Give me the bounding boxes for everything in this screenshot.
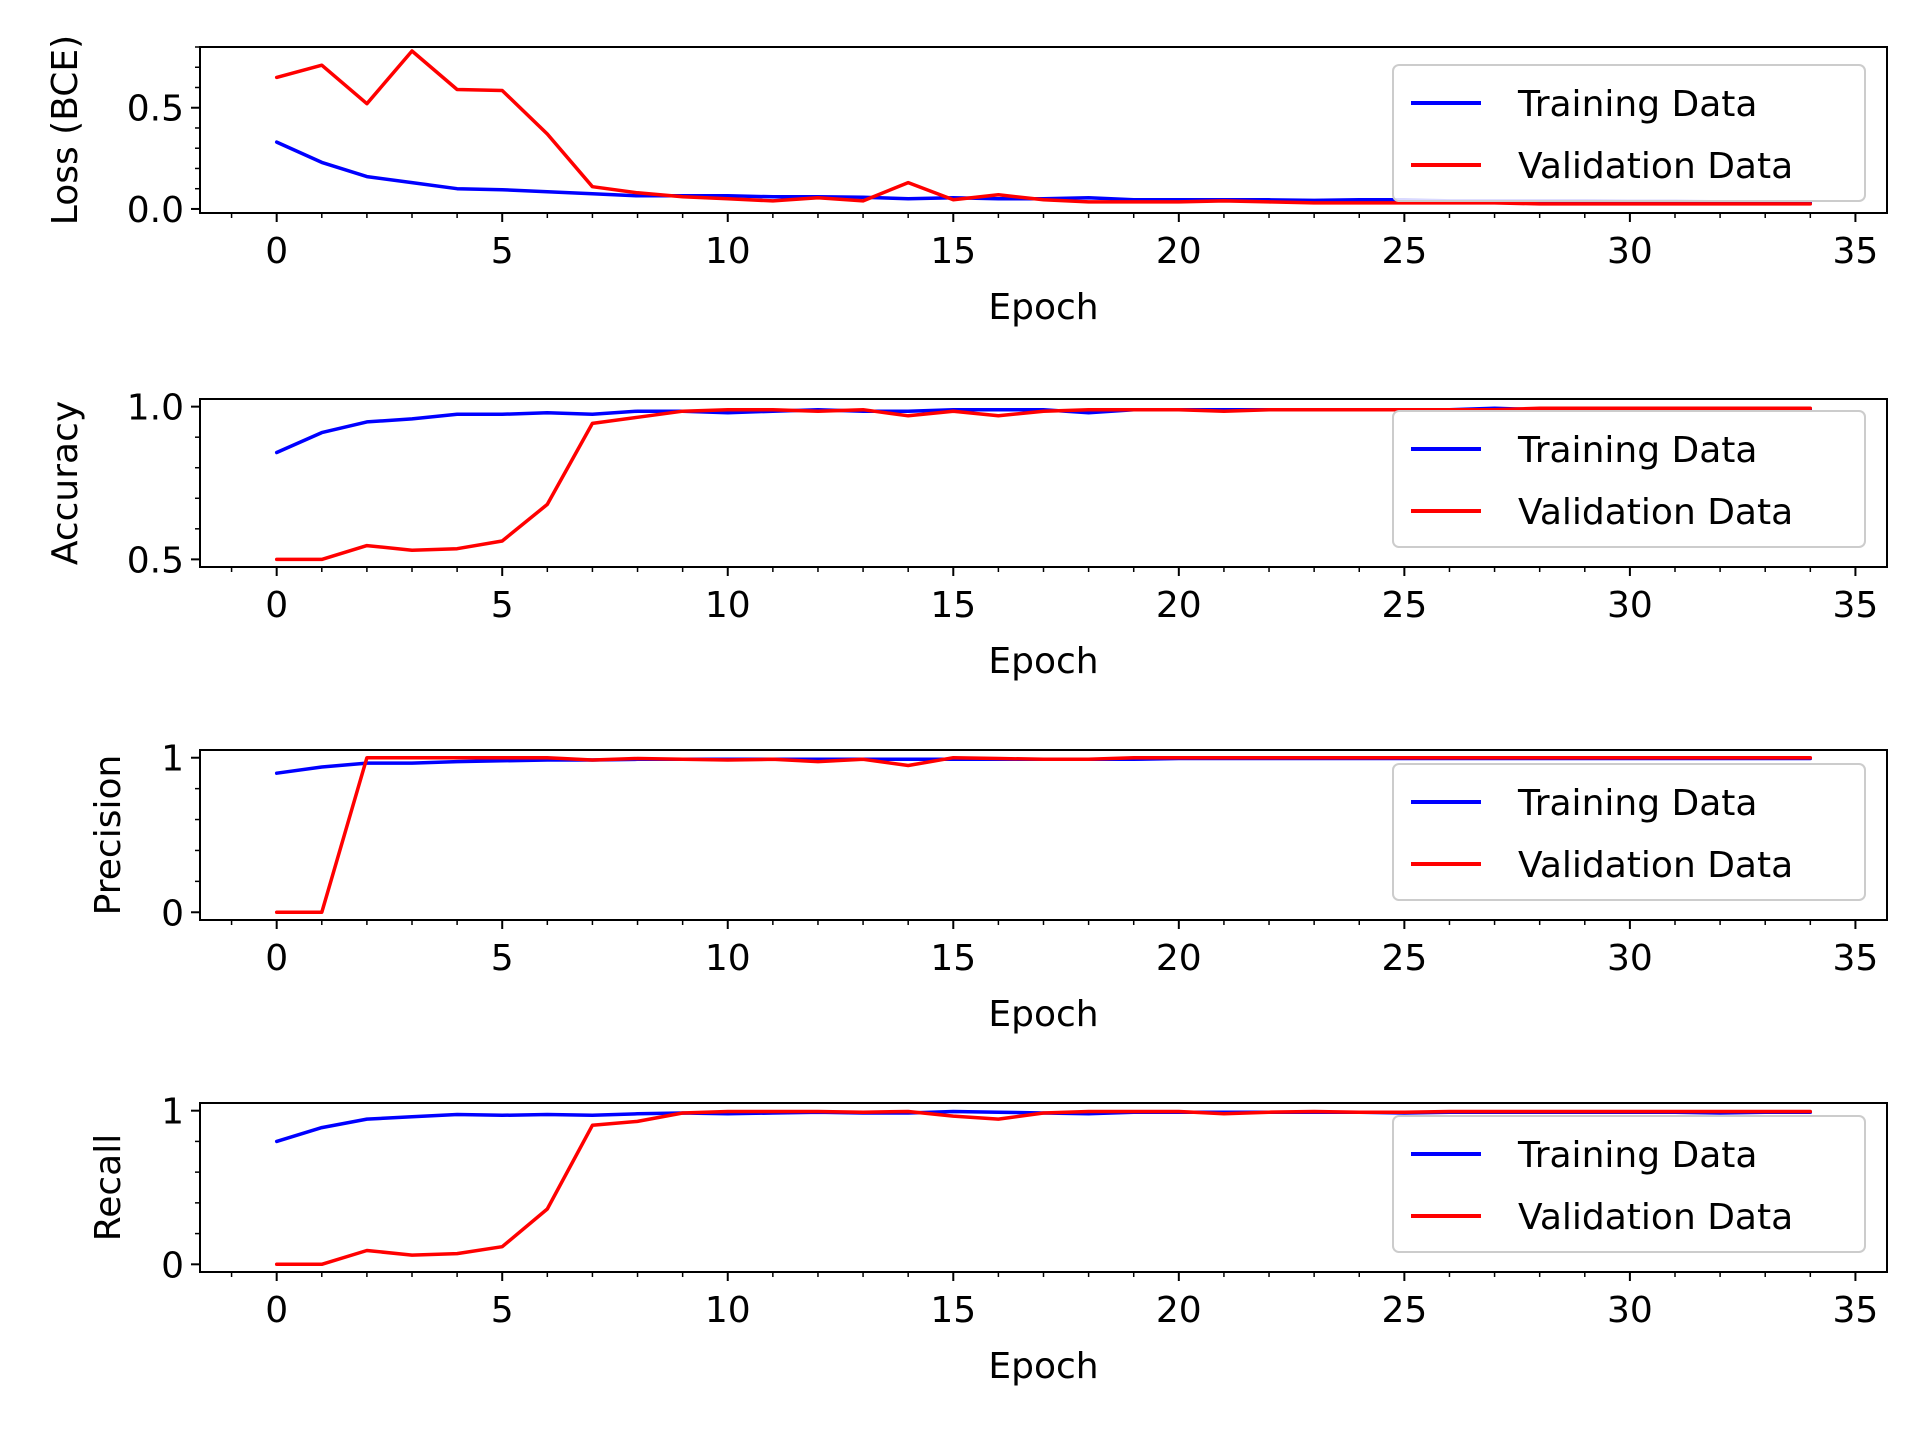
legend: Training Data Validation Data	[1392, 64, 1866, 202]
x-tick-label: 35	[1833, 938, 1879, 979]
y-axis-title: Precision	[88, 755, 129, 916]
accuracy-panel: 0 5 10 15 20 25 30 35 0.5 1.0 Epoch Accuracy Trainin…	[45, 388, 1888, 682]
x-tick-label: 5	[491, 231, 514, 272]
x-tick-label: 0	[265, 231, 288, 272]
y-tick-label: 0	[161, 1245, 184, 1286]
y-tick-label: 1.0	[127, 388, 184, 429]
legend-box	[1392, 763, 1866, 901]
x-tick-label: 20	[1156, 231, 1202, 272]
precision-panel: 0 5 10 15 20 25 30 35 0 1 Epoch Precision Training D…	[88, 739, 1888, 1035]
x-axis-title: Epoch	[988, 641, 1098, 682]
x-tick-label: 10	[705, 231, 751, 272]
training-legend-label: Training Data	[1517, 1135, 1757, 1176]
x-tick-label: 25	[1381, 1290, 1427, 1331]
x-tick-label: 30	[1607, 1290, 1653, 1331]
legend: Training Data Validation Data	[1392, 1115, 1866, 1253]
x-tick-label: 15	[930, 231, 976, 272]
legend-box	[1392, 410, 1866, 548]
validation-series-line	[274, 755, 1813, 915]
x-tick-label: 30	[1607, 938, 1653, 979]
validation-series-line	[274, 49, 1813, 206]
validation-legend-label: Validation Data	[1518, 146, 1793, 187]
x-tick-label: 10	[705, 585, 751, 626]
y-axis-title: Loss (BCE)	[45, 35, 86, 225]
x-axis-title: Epoch	[988, 1346, 1098, 1387]
training-legend-label: Training Data	[1517, 783, 1757, 824]
x-tick-label: 20	[1156, 585, 1202, 626]
validation-legend-label: Validation Data	[1518, 845, 1793, 886]
validation-legend-label: Validation Data	[1518, 1197, 1793, 1238]
x-tick-label: 15	[930, 938, 976, 979]
x-axis-title: Epoch	[988, 287, 1098, 328]
x-tick-label: 25	[1381, 585, 1427, 626]
x-tick-label: 35	[1833, 585, 1879, 626]
validation-legend-label: Validation Data	[1518, 492, 1793, 533]
x-tick-label: 15	[930, 1290, 976, 1331]
x-tick-label: 30	[1607, 231, 1653, 272]
x-tick-label: 15	[930, 585, 976, 626]
x-tick-label: 35	[1833, 231, 1879, 272]
recall-panel: 0 5 10 15 20 25 30 35 0 1 Epoch Recall Training Data…	[88, 1092, 1888, 1387]
y-axis-title: Accuracy	[45, 401, 86, 565]
x-tick-label: 5	[491, 1290, 514, 1331]
x-tick-label: 5	[491, 585, 514, 626]
y-tick-label: 0.5	[127, 89, 184, 130]
x-tick-label: 10	[705, 938, 751, 979]
x-tick-label: 35	[1833, 1290, 1879, 1331]
x-tick-label: 20	[1156, 1290, 1202, 1331]
y-tick-label: 1	[161, 739, 184, 780]
x-tick-label: 30	[1607, 585, 1653, 626]
validation-series-line	[274, 1109, 1813, 1267]
validation-series-line	[274, 406, 1813, 562]
x-tick-label: 25	[1381, 231, 1427, 272]
y-axis-title: Recall	[88, 1134, 129, 1241]
x-tick-label: 25	[1381, 938, 1427, 979]
y-tick-label: 0.5	[127, 540, 184, 581]
y-tick-label: 0	[161, 893, 184, 934]
x-tick-label: 0	[265, 938, 288, 979]
x-tick-label: 5	[491, 938, 514, 979]
legend-box	[1392, 1115, 1866, 1253]
x-tick-label: 0	[265, 585, 288, 626]
x-axis-title: Epoch	[988, 994, 1098, 1035]
x-tick-label: 20	[1156, 938, 1202, 979]
legend: Training Data Validation Data	[1392, 763, 1866, 901]
legend: Training Data Validation Data	[1392, 410, 1866, 548]
training-legend-label: Training Data	[1517, 84, 1757, 125]
loss-panel: 0 5 10 15 20 25 30 35 0.0 0.5 Epoch Loss (BCE) Train…	[45, 35, 1888, 328]
x-tick-label: 10	[705, 1290, 751, 1331]
y-tick-label: 0.0	[127, 190, 184, 231]
x-tick-label: 0	[265, 1290, 288, 1331]
training-legend-label: Training Data	[1517, 430, 1757, 471]
legend-box	[1392, 64, 1866, 202]
y-tick-label: 1	[161, 1092, 184, 1133]
